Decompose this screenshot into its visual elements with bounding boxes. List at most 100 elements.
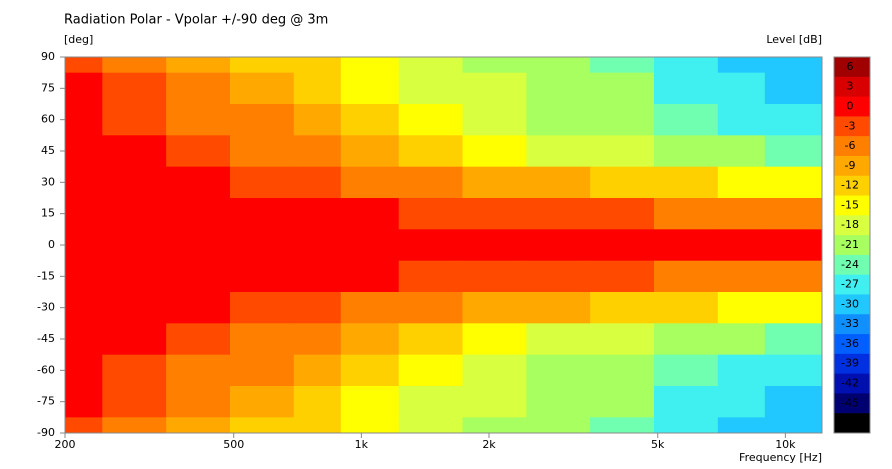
heatmap-cell — [229, 198, 295, 230]
y-tick-label: -90 — [37, 426, 55, 439]
colorbar-band — [834, 96, 870, 117]
heatmap-cell — [102, 292, 167, 324]
heatmap-cell — [293, 229, 342, 262]
heatmap-cell — [717, 417, 766, 434]
heatmap-cell — [764, 72, 803, 105]
heatmap-cell — [717, 135, 766, 168]
heatmap-cell — [102, 417, 167, 434]
colorbar-label: Level [dB] — [766, 33, 822, 46]
colorbar-band — [834, 413, 870, 434]
heatmap-cell — [340, 72, 400, 105]
heatmap-cells — [65, 57, 823, 434]
colorbar-tick-label: -18 — [841, 218, 859, 231]
heatmap-cell — [166, 135, 231, 168]
heatmap-cell — [229, 104, 295, 136]
heatmap-cell — [764, 229, 803, 262]
heatmap-cell — [802, 166, 823, 199]
colorbar-tick-label: -3 — [845, 119, 856, 132]
colorbar-tick-label: -27 — [841, 278, 859, 291]
heatmap-cell — [653, 198, 719, 230]
heatmap-cell — [65, 417, 103, 434]
y-tick-label: 15 — [41, 207, 55, 220]
heatmap-cell — [398, 135, 464, 168]
heatmap-cell — [653, 260, 719, 293]
heatmap-cell — [590, 198, 655, 230]
heatmap-cell — [229, 260, 295, 293]
heatmap-cell — [229, 135, 295, 168]
colorbar-band — [834, 314, 870, 335]
colorbar-band — [834, 136, 870, 157]
colorbar-band — [834, 76, 870, 98]
x-tick-label: 500 — [223, 438, 244, 451]
colorbar-band — [834, 393, 870, 414]
heatmap-cell — [653, 135, 719, 168]
heatmap-cell — [653, 323, 719, 356]
heatmap-cell — [398, 386, 464, 418]
heatmap-cell — [398, 104, 464, 136]
heatmap-cell — [293, 57, 342, 74]
heatmap-cell — [764, 135, 803, 168]
heatmap-cell — [717, 260, 766, 293]
heatmap-cell — [526, 354, 591, 387]
y-tick-label: 30 — [41, 175, 55, 188]
heatmap-cell — [526, 417, 591, 434]
heatmap-cell — [166, 354, 231, 387]
heatmap-cell — [717, 386, 766, 418]
heatmap-cell — [293, 72, 342, 105]
heatmap-cell — [590, 135, 655, 168]
heatmap-cell — [653, 229, 719, 262]
heatmap-cell — [590, 72, 655, 105]
heatmap-cell — [65, 292, 103, 324]
heatmap-cell — [293, 323, 342, 356]
x-tick-label: 200 — [55, 438, 76, 451]
heatmap-cell — [229, 323, 295, 356]
colorbar-tick-label: -15 — [841, 198, 859, 211]
colorbar-tick-label: -36 — [841, 337, 859, 350]
chart-title: Radiation Polar - Vpolar +/-90 deg @ 3m — [64, 13, 328, 28]
y-axis-label: [deg] — [64, 33, 93, 46]
colorbar-band — [834, 294, 870, 315]
heatmap-cell — [764, 57, 803, 74]
heatmap-cell — [802, 229, 823, 262]
heatmap-cell — [802, 323, 823, 356]
heatmap-cell — [717, 72, 766, 105]
heatmap-cell — [590, 354, 655, 387]
heatmap-cell — [340, 417, 400, 434]
heatmap-cell — [166, 292, 231, 324]
heatmap-cell — [102, 354, 167, 387]
heatmap-cell — [293, 386, 342, 418]
heatmap-cell — [526, 57, 591, 74]
heatmap-cell — [398, 198, 464, 230]
heatmap-cell — [65, 386, 103, 418]
heatmap-cell — [590, 323, 655, 356]
colorbar-band — [834, 235, 870, 256]
heatmap-cell — [398, 166, 464, 199]
heatmap-cell — [764, 354, 803, 387]
heatmap-cell — [65, 323, 103, 356]
heatmap-cell — [802, 417, 823, 434]
heatmap-cell — [398, 260, 464, 293]
heatmap-cell — [65, 229, 103, 262]
heatmap-cell — [802, 386, 823, 418]
heatmap-cell — [102, 104, 167, 136]
heatmap-cell — [764, 292, 803, 324]
heatmap-cell — [102, 72, 167, 105]
colorbar-tick-label: -42 — [841, 377, 859, 390]
heatmap-cell — [590, 292, 655, 324]
y-tick-label: -75 — [37, 395, 55, 408]
heatmap-cell — [717, 166, 766, 199]
heatmap-cell — [717, 57, 766, 74]
colorbar-tick-label: -6 — [845, 139, 856, 152]
heatmap-cell — [166, 260, 231, 293]
y-tick-label: -45 — [37, 332, 55, 345]
heatmap-cell — [102, 198, 167, 230]
heatmap-cell — [717, 323, 766, 356]
heatmap-cell — [802, 292, 823, 324]
heatmap-cell — [717, 198, 766, 230]
colorbar-band — [834, 155, 870, 177]
colorbar-band — [834, 57, 870, 78]
heatmap-cell — [802, 72, 823, 105]
heatmap-cell — [293, 292, 342, 324]
heatmap-cell — [717, 292, 766, 324]
